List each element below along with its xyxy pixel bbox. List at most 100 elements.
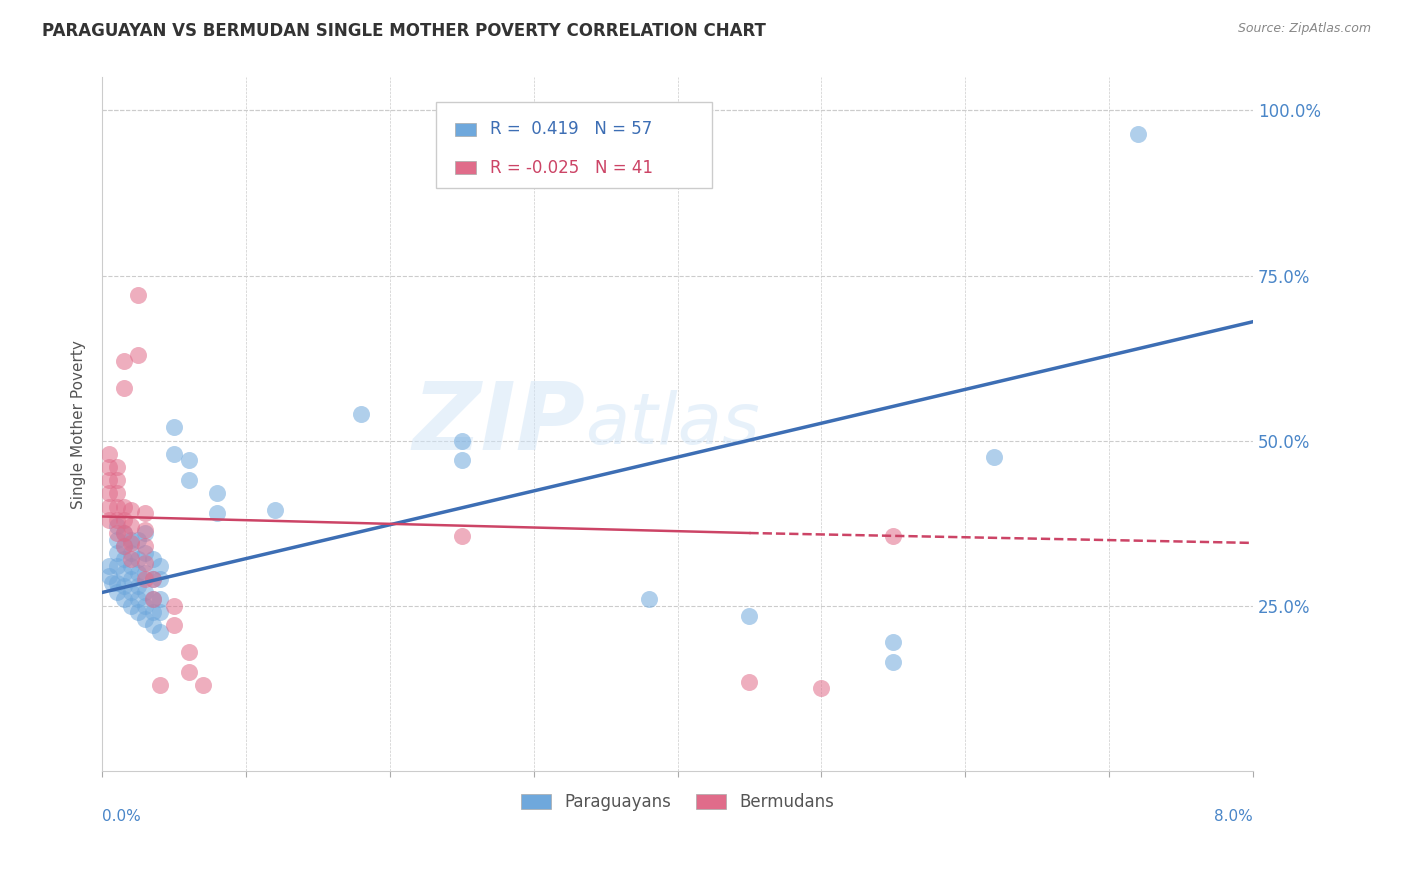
Point bbox=[149, 678, 172, 692]
Point bbox=[112, 526, 135, 541]
Point bbox=[149, 605, 172, 619]
Point bbox=[105, 519, 128, 533]
Point bbox=[142, 592, 165, 607]
Point bbox=[112, 526, 135, 541]
Point bbox=[98, 569, 121, 583]
Point bbox=[112, 381, 135, 395]
FancyBboxPatch shape bbox=[456, 123, 477, 136]
Point bbox=[882, 655, 904, 669]
Point bbox=[105, 575, 128, 590]
Point bbox=[105, 486, 128, 500]
Point bbox=[120, 519, 142, 533]
Point bbox=[127, 579, 149, 593]
Point bbox=[112, 552, 135, 566]
Point bbox=[112, 354, 135, 368]
Point bbox=[142, 572, 165, 586]
Point bbox=[120, 585, 142, 599]
Point bbox=[112, 500, 135, 514]
Point bbox=[134, 599, 156, 613]
Point bbox=[134, 546, 156, 560]
Point bbox=[120, 503, 142, 517]
Point bbox=[98, 460, 121, 475]
Point bbox=[134, 566, 156, 580]
Point bbox=[177, 645, 200, 659]
Point bbox=[450, 529, 472, 543]
Point bbox=[105, 526, 128, 541]
Point bbox=[127, 605, 149, 619]
Point bbox=[142, 618, 165, 632]
Point bbox=[112, 566, 135, 580]
Point bbox=[101, 575, 124, 590]
Point bbox=[134, 612, 156, 626]
Point bbox=[105, 585, 128, 599]
Legend: Paraguayans, Bermudans: Paraguayans, Bermudans bbox=[515, 787, 841, 818]
Point bbox=[149, 625, 172, 640]
Point bbox=[163, 420, 186, 434]
FancyBboxPatch shape bbox=[456, 161, 477, 174]
Point bbox=[142, 572, 165, 586]
Point bbox=[263, 503, 285, 517]
Point bbox=[810, 681, 832, 695]
Point bbox=[882, 635, 904, 649]
Point bbox=[738, 674, 761, 689]
Text: 8.0%: 8.0% bbox=[1215, 809, 1253, 824]
Point bbox=[105, 546, 128, 560]
Point bbox=[98, 473, 121, 487]
Point bbox=[882, 529, 904, 543]
Text: R = -0.025   N = 41: R = -0.025 N = 41 bbox=[489, 159, 652, 177]
Point bbox=[142, 552, 165, 566]
Point bbox=[163, 618, 186, 632]
Point bbox=[127, 348, 149, 362]
Point bbox=[120, 546, 142, 560]
Point bbox=[112, 539, 135, 553]
Point bbox=[127, 533, 149, 547]
Point bbox=[134, 556, 156, 570]
Point bbox=[177, 453, 200, 467]
Point bbox=[112, 579, 135, 593]
Point bbox=[112, 592, 135, 607]
Point bbox=[127, 288, 149, 302]
Point bbox=[120, 599, 142, 613]
Point bbox=[207, 486, 229, 500]
Point bbox=[163, 447, 186, 461]
Point bbox=[127, 592, 149, 607]
Point bbox=[105, 559, 128, 574]
Point bbox=[120, 552, 142, 566]
Point bbox=[120, 572, 142, 586]
Point bbox=[98, 486, 121, 500]
Point bbox=[149, 559, 172, 574]
Text: atlas: atlas bbox=[585, 390, 761, 458]
Point bbox=[177, 473, 200, 487]
Point bbox=[105, 533, 128, 547]
Point bbox=[134, 539, 156, 553]
Point bbox=[98, 447, 121, 461]
Y-axis label: Single Mother Poverty: Single Mother Poverty bbox=[72, 340, 86, 508]
Point bbox=[191, 678, 214, 692]
Point bbox=[134, 585, 156, 599]
Point bbox=[98, 500, 121, 514]
Point bbox=[637, 592, 659, 607]
Text: R =  0.419   N = 57: R = 0.419 N = 57 bbox=[489, 120, 652, 138]
Point bbox=[105, 473, 128, 487]
Point bbox=[120, 536, 142, 550]
Text: 0.0%: 0.0% bbox=[103, 809, 141, 824]
Point bbox=[149, 572, 172, 586]
Point bbox=[207, 506, 229, 520]
Point bbox=[738, 608, 761, 623]
Point bbox=[134, 506, 156, 520]
Point bbox=[142, 605, 165, 619]
Point bbox=[450, 434, 472, 448]
Point bbox=[98, 559, 121, 574]
Point bbox=[177, 665, 200, 679]
Text: Source: ZipAtlas.com: Source: ZipAtlas.com bbox=[1237, 22, 1371, 36]
Point bbox=[983, 450, 1005, 464]
Point bbox=[105, 460, 128, 475]
Point bbox=[134, 526, 156, 541]
Point bbox=[149, 592, 172, 607]
Point bbox=[134, 523, 156, 537]
Text: PARAGUAYAN VS BERMUDAN SINGLE MOTHER POVERTY CORRELATION CHART: PARAGUAYAN VS BERMUDAN SINGLE MOTHER POV… bbox=[42, 22, 766, 40]
Point bbox=[112, 513, 135, 527]
Text: ZIP: ZIP bbox=[412, 378, 585, 470]
Point bbox=[105, 513, 128, 527]
Point bbox=[120, 533, 142, 547]
